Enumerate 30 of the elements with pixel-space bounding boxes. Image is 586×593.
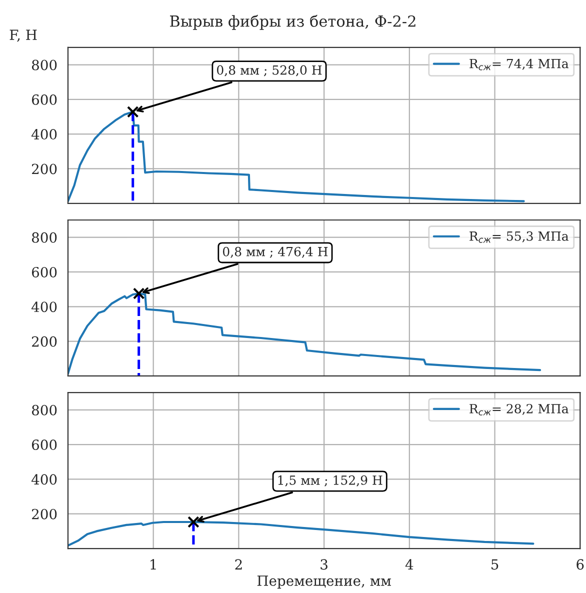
legend-label: R$_{сж}$= 74,4 МПа: [470, 58, 569, 70]
y-axis-title: F, Н: [10, 30, 37, 42]
annotation: 0,8 мм ; 528,0 Н: [217, 65, 322, 76]
y-tick-label: 800: [32, 404, 57, 416]
y-tick-label: 200: [32, 164, 57, 174]
y-tick-label: 400: [31, 302, 57, 312]
legend-label: R$_{сж}$= 28,2 МПа: [470, 404, 569, 416]
annotation: 1,5 мм ; 152,9 Н: [278, 475, 382, 486]
line-series: [68, 520, 534, 547]
y-tick-label: 600: [32, 94, 57, 105]
y-tick-label: 400: [31, 474, 57, 485]
line-series: [68, 292, 542, 375]
annotation: 0,8 мм ; 476,4 Н: [222, 246, 328, 258]
y-tick-label: 800: [32, 60, 57, 70]
y-tick-label: 400: [31, 129, 57, 140]
y-tick-label: 600: [32, 440, 57, 450]
line-series: [68, 110, 525, 202]
x-tick-label: 2: [235, 559, 242, 570]
y-tick-label: 200: [32, 508, 57, 520]
y-tick-label: 200: [32, 336, 57, 347]
x-tick-label: 1: [150, 559, 156, 570]
x-axis-title: Перемещение, мм: [257, 576, 391, 589]
chart-title: Вырыв фибры из бетона, Ф-2-2: [170, 14, 416, 30]
y-tick-label: 600: [32, 266, 57, 278]
x-tick-label: 4: [405, 559, 414, 570]
y-tick-label: 800: [32, 232, 57, 243]
x-tick-label: 3: [320, 559, 328, 570]
x-tick-label: 5: [492, 559, 498, 570]
legend-label: R$_{сж}$= 55,3 МПа: [470, 231, 569, 243]
x-tick-label: 6: [576, 559, 584, 570]
